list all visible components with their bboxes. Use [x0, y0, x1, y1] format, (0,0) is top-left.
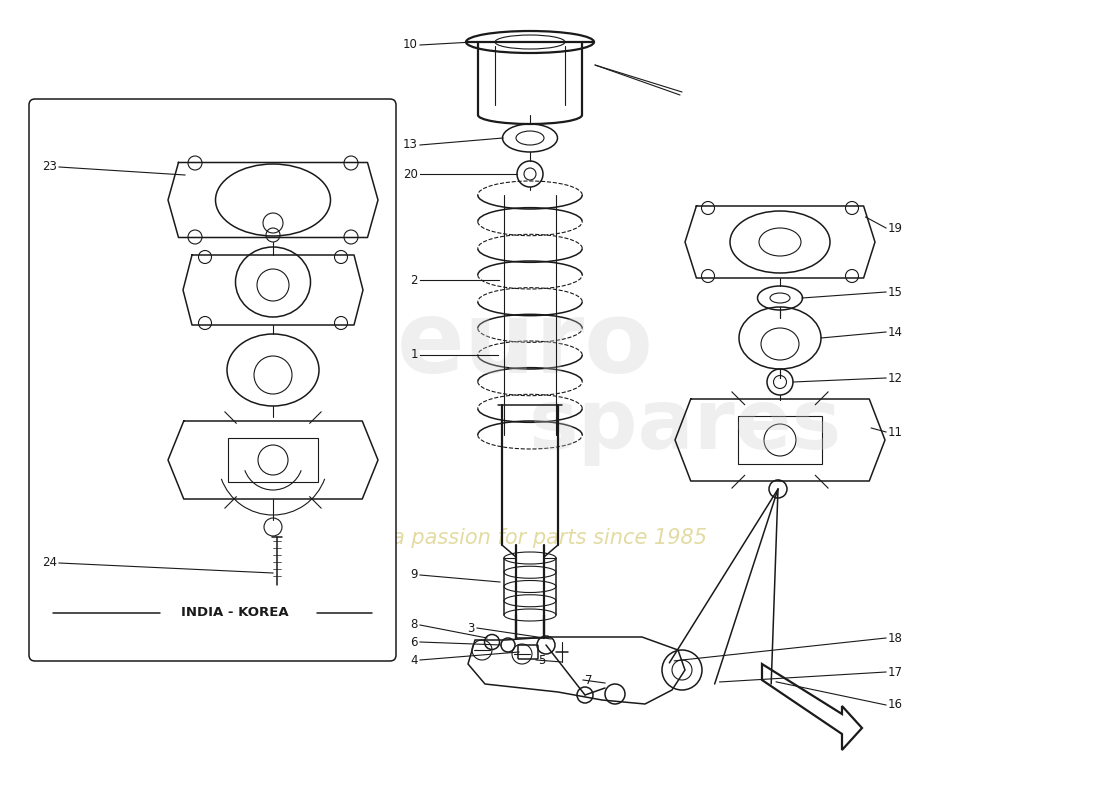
Text: 12: 12	[888, 371, 903, 385]
Text: 20: 20	[403, 167, 418, 181]
Text: 15: 15	[888, 286, 903, 298]
Bar	[738, 416, 822, 464]
Text: 4: 4	[410, 654, 418, 666]
Text: 9: 9	[410, 569, 418, 582]
Text: 10: 10	[403, 38, 418, 51]
Text: 7: 7	[585, 674, 593, 686]
Text: 23: 23	[42, 161, 57, 174]
Text: 14: 14	[888, 326, 903, 338]
Text: 18: 18	[888, 631, 903, 645]
Text: 6: 6	[410, 635, 418, 649]
Text: 13: 13	[403, 138, 418, 151]
Text: spares: spares	[528, 385, 842, 466]
Bar	[228, 438, 318, 482]
Text: 8: 8	[410, 618, 418, 631]
Text: euro: euro	[397, 297, 653, 394]
Text: a passion for parts since 1985: a passion for parts since 1985	[393, 528, 707, 548]
Text: INDIA - KOREA: INDIA - KOREA	[182, 606, 289, 619]
Text: 19: 19	[888, 222, 903, 234]
Text: 16: 16	[888, 698, 903, 711]
Text: 2: 2	[410, 274, 418, 286]
Text: 11: 11	[888, 426, 903, 438]
Text: 17: 17	[888, 666, 903, 678]
FancyBboxPatch shape	[29, 99, 396, 661]
Text: 24: 24	[42, 557, 57, 570]
Text: 5: 5	[538, 654, 546, 666]
Text: 3: 3	[468, 622, 475, 634]
Text: 1: 1	[410, 349, 418, 362]
